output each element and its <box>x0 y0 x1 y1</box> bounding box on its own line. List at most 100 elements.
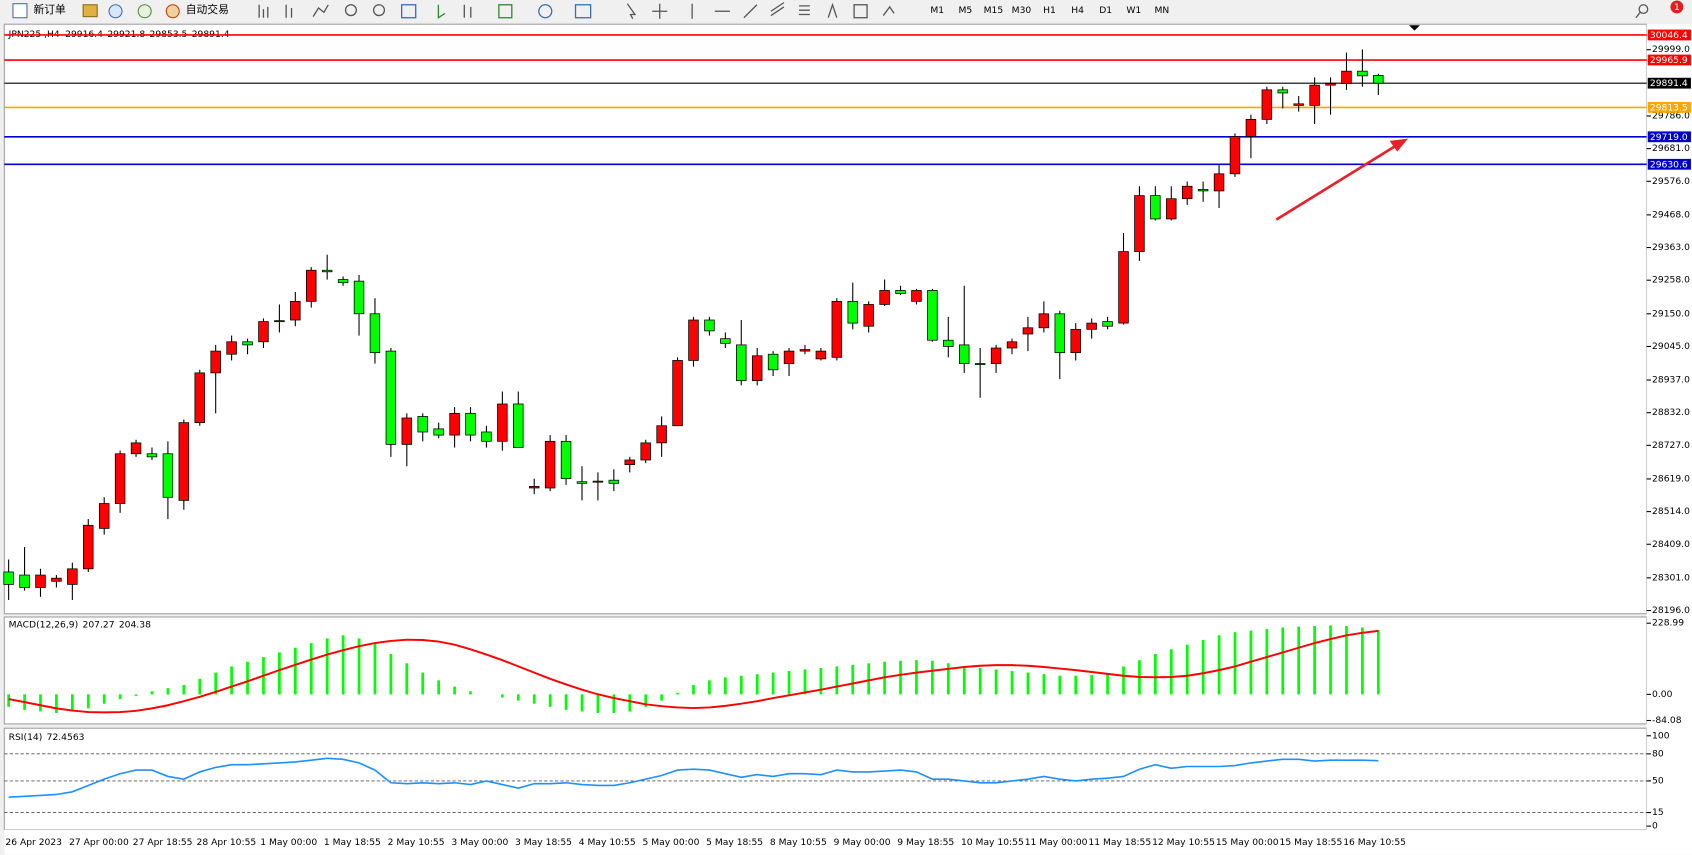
y-tick-label: 15 <box>1652 807 1664 818</box>
timeframe[interactable]: M30 <box>1012 5 1032 16</box>
icon[interactable] <box>285 4 293 18</box>
timeframe[interactable]: H1 <box>1043 5 1056 16</box>
y-tick-label: 28832.0 <box>1652 407 1690 418</box>
y-tick-label: 100 <box>1652 730 1670 741</box>
symbol: JPN225 ,H4 <box>8 28 60 39</box>
search-icon[interactable] <box>1638 4 1649 15</box>
candle-body <box>1293 103 1304 106</box>
candle-body <box>879 290 890 305</box>
y-tick-label: 80 <box>1652 748 1664 759</box>
candle-body <box>736 344 747 382</box>
icon[interactable] <box>827 2 838 18</box>
macd-header: MACD(12,26,9) 207.27 204.38 <box>9 619 151 630</box>
candle-body <box>306 269 317 302</box>
candle-body <box>576 481 588 484</box>
icon[interactable] <box>882 5 895 16</box>
y-tick-label: 28727.0 <box>1652 440 1690 451</box>
candle-body <box>114 453 126 504</box>
candle-body <box>98 503 110 529</box>
arrow-head <box>1389 138 1409 152</box>
icon[interactable] <box>312 4 329 17</box>
candle-body <box>592 480 604 483</box>
icon[interactable] <box>258 4 269 18</box>
candle-body <box>1213 173 1225 192</box>
y-tick-label: 28619.0 <box>1652 473 1690 484</box>
rsi-pane <box>3 727 1648 831</box>
candle-body <box>162 453 174 498</box>
icon[interactable] <box>137 4 152 19</box>
candle-body <box>385 350 397 445</box>
icon[interactable] <box>437 4 446 19</box>
icon[interactable] <box>574 4 592 19</box>
x-tick-label: 5 May 18:55 <box>706 837 763 848</box>
auto-trading-icon[interactable] <box>165 4 180 19</box>
rsi-line <box>8 757 1379 799</box>
candle-body <box>528 486 540 489</box>
rsi-value: 72.4563 <box>47 731 85 742</box>
x-tick-label: 28 Apr 10:55 <box>197 837 257 848</box>
candle-body <box>1325 83 1336 86</box>
candle-body <box>1038 313 1050 329</box>
candle-body <box>720 338 731 344</box>
icon[interactable] <box>538 4 553 19</box>
timeframe[interactable]: D1 <box>1099 5 1112 16</box>
x-tick-label: 11 May 00:00 <box>1025 837 1088 848</box>
timeframe[interactable]: M15 <box>984 5 1004 16</box>
y-tick-label: -84.08 <box>1652 715 1682 726</box>
icon[interactable] <box>82 4 98 18</box>
candle-body <box>290 300 301 321</box>
candle-body <box>67 568 78 585</box>
icon[interactable] <box>652 3 668 19</box>
icon[interactable] <box>108 4 123 19</box>
candle-body <box>1197 188 1209 192</box>
x-tick-label: 3 May 00:00 <box>451 837 508 848</box>
icon[interactable] <box>498 4 513 19</box>
timeframe[interactable]: M1 <box>930 5 944 16</box>
timeframe[interactable]: H4 <box>1071 5 1084 16</box>
x-tick-label: 27 Apr 00:00 <box>69 837 129 848</box>
arrow-shaft <box>1275 145 1396 221</box>
new-order-icon[interactable] <box>12 3 28 19</box>
auto-trading[interactable]: 自动交易 <box>186 3 229 16</box>
rsi-name: RSI(14) <box>9 731 43 742</box>
icon[interactable] <box>626 3 637 20</box>
candle-body <box>1086 322 1097 330</box>
icon[interactable] <box>743 4 758 19</box>
timeframe[interactable]: M5 <box>958 5 972 16</box>
x-tick-label: 1 May 00:00 <box>260 837 317 848</box>
icon[interactable] <box>463 4 472 18</box>
x-tick-label: 8 May 10:55 <box>770 837 827 848</box>
icon[interactable] <box>372 4 386 17</box>
timeframe[interactable]: MN <box>1154 5 1169 16</box>
notification-badge[interactable] <box>1670 0 1684 14</box>
timeframe[interactable]: W1 <box>1126 5 1141 16</box>
candle-body <box>51 577 62 582</box>
y-tick-label: 29681.0 <box>1652 143 1690 154</box>
y-tick-label: 29786.0 <box>1652 110 1690 121</box>
candle-body <box>146 453 158 458</box>
y-tick-label: 28301.0 <box>1652 572 1690 583</box>
candle-body <box>1102 321 1113 327</box>
candle-body <box>974 363 986 366</box>
new-order[interactable]: 新订单 <box>33 3 66 16</box>
notification-count[interactable]: 1 <box>1674 2 1680 13</box>
candle-body <box>847 300 858 324</box>
icon[interactable] <box>799 5 810 16</box>
shift-marker <box>1409 25 1420 31</box>
search-icon[interactable] <box>1635 11 1641 19</box>
y-tick-label: 29576.0 <box>1652 176 1690 187</box>
icon[interactable] <box>853 4 868 19</box>
x-tick-label: 15 May 18:55 <box>1280 837 1343 848</box>
candle-body <box>1070 328 1081 354</box>
icon[interactable] <box>344 4 357 17</box>
icon[interactable] <box>401 4 417 19</box>
icon[interactable] <box>770 2 785 17</box>
toolbar-icons[interactable] <box>258 2 1649 20</box>
macd-value: 207.27 <box>83 619 115 630</box>
x-tick-label: 16 May 10:55 <box>1343 837 1406 848</box>
main-pane <box>3 23 1648 615</box>
y-tick-label: 29258.0 <box>1652 275 1690 286</box>
candle-body <box>1150 195 1161 220</box>
y-tick-label: 29468.0 <box>1652 209 1690 220</box>
